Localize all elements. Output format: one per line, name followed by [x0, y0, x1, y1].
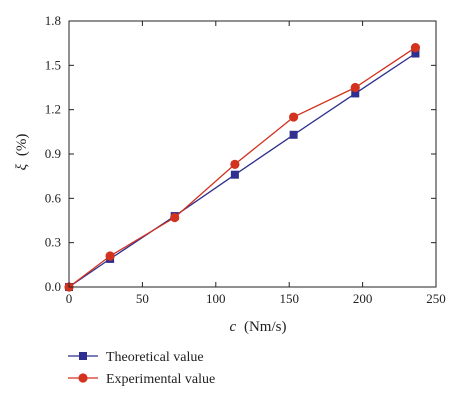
series-theoretical: [65, 49, 420, 291]
circle-marker: [230, 159, 240, 169]
y-tick-label: 0.3: [45, 235, 61, 250]
axes: 0 50 100 150 200 250 0.0 0.3 0.6 0.9 1.2 1.5 1.8: [45, 13, 446, 306]
series-experimental: [64, 43, 421, 292]
y-tick-label: 0.0: [45, 279, 61, 294]
circle-marker: [170, 212, 180, 223]
square-marker: [351, 89, 360, 98]
legend-circle-marker: [78, 373, 88, 383]
series-line: [68, 52, 416, 288]
plot-area: [64, 43, 421, 292]
y-axis-unit: (%): [14, 134, 30, 157]
circle-marker: [350, 82, 360, 93]
y-tick-label: 1.5: [45, 57, 61, 72]
legend-item-theoretical: Theoretical value: [68, 350, 204, 365]
x-tick-label: 50: [136, 291, 149, 306]
square-marker: [289, 130, 298, 139]
circle-marker: [289, 112, 299, 122]
circle-marker: [410, 43, 421, 53]
y-tick-label: 1.8: [45, 13, 61, 28]
x-axis-variable: c: [230, 319, 237, 335]
x-axis-unit: (Nm/s): [244, 319, 287, 335]
circle-marker: [105, 251, 115, 261]
x-tick-label: 150: [279, 291, 299, 306]
legend: Theoretical value Experimental value: [68, 350, 215, 387]
x-axis-title: c (Nm/s): [230, 319, 287, 335]
legend-square-marker: [79, 352, 87, 360]
legend-label: Experimental value: [106, 372, 215, 387]
legend-item-experimental: Experimental value: [68, 372, 215, 387]
x-tick-label: 250: [426, 291, 446, 306]
x-tick-label: 200: [353, 291, 373, 306]
x-tick-label: 0: [66, 291, 73, 306]
square-marker: [230, 170, 239, 179]
y-tick-label: 0.9: [45, 146, 61, 161]
y-axis-title: ξ (%): [14, 134, 30, 171]
y-axis-variable: ξ: [14, 163, 30, 170]
y-tick-label: 0.6: [45, 190, 62, 205]
square-marker: [411, 49, 420, 58]
y-tick-label: 1.2: [45, 102, 61, 117]
legend-label: Theoretical value: [106, 350, 204, 365]
x-tick-label: 100: [206, 291, 226, 306]
